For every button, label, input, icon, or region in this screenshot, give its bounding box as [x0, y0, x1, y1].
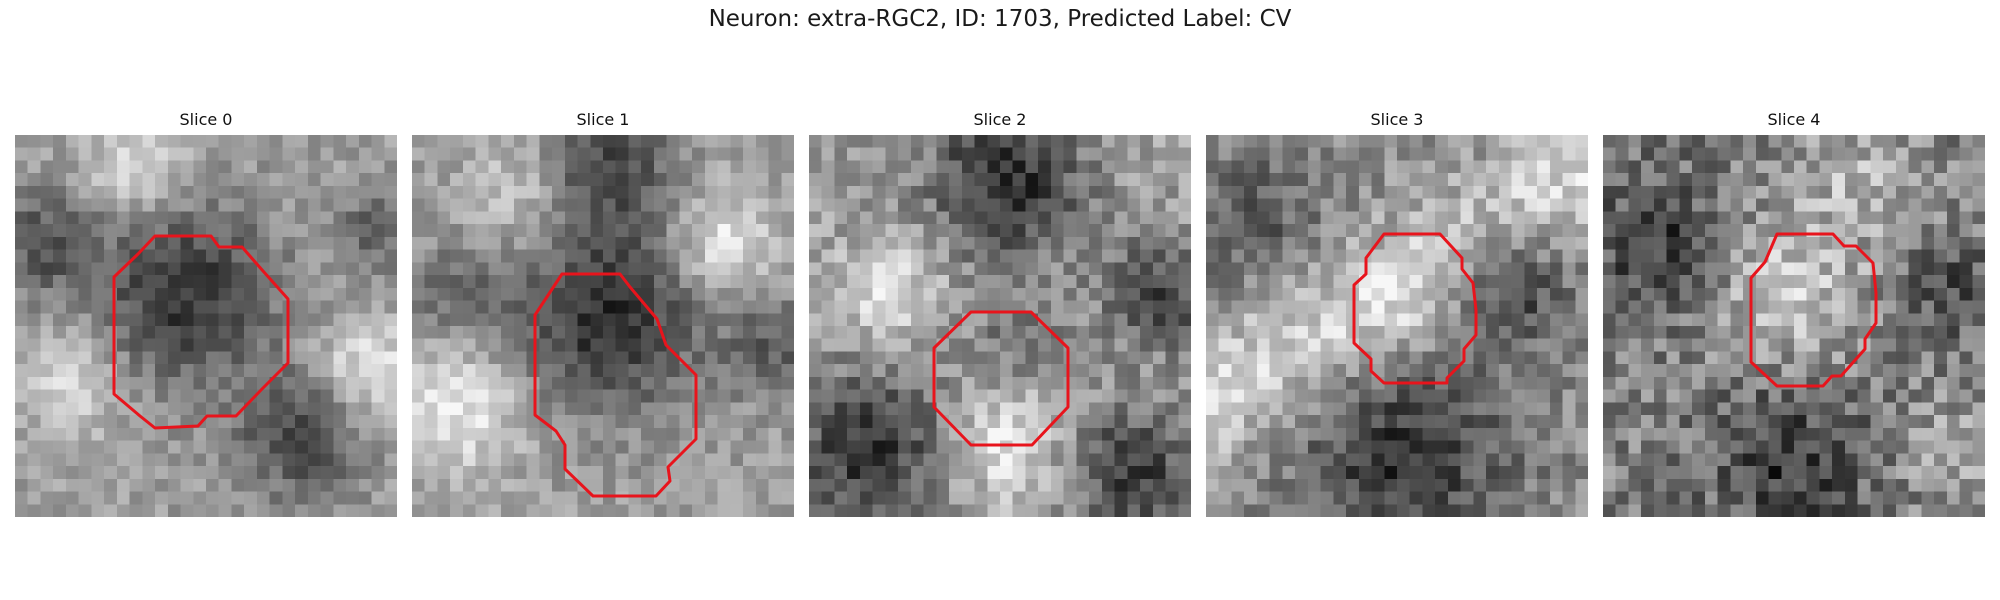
- slice-panel-0: Slice 0: [15, 108, 397, 517]
- slice-title: Slice 1: [576, 110, 630, 129]
- microscopy-slice: [1206, 135, 1588, 517]
- cell-outline-overlay: [932, 310, 1070, 447]
- cell-outline: [533, 272, 698, 498]
- slice-panel-4: Slice 4: [1603, 108, 1985, 517]
- cell-outline-overlay: [1749, 232, 1878, 388]
- cell-outline: [932, 310, 1070, 447]
- cell-outline-overlay: [533, 272, 698, 498]
- slice-image: [412, 135, 794, 517]
- slice-panel-1: Slice 1: [412, 108, 794, 517]
- slice-title: Slice 3: [1370, 110, 1424, 129]
- microscopy-slice: [809, 135, 1191, 517]
- slice-panel-3: Slice 3: [1206, 108, 1588, 517]
- cell-outline: [1352, 232, 1478, 385]
- cell-outline: [1749, 232, 1878, 388]
- slice-image: [1603, 135, 1985, 517]
- figure-title: Neuron: extra-RGC2, ID: 1703, Predicted …: [708, 6, 1292, 32]
- slice-title: Slice 0: [179, 110, 233, 129]
- slice-image: [15, 135, 397, 517]
- microscopy-slice: [412, 135, 794, 517]
- slice-panel-2: Slice 2: [809, 108, 1191, 517]
- microscopy-slice: [1603, 135, 1985, 517]
- slice-title: Slice 2: [973, 110, 1027, 129]
- slice-image: [1206, 135, 1588, 517]
- cell-outline-overlay: [112, 234, 290, 430]
- slice-image: [809, 135, 1191, 517]
- cell-outline-overlay: [1352, 232, 1478, 385]
- cell-outline: [112, 234, 290, 430]
- slice-title: Slice 4: [1767, 110, 1821, 129]
- microscopy-slice: [15, 135, 397, 517]
